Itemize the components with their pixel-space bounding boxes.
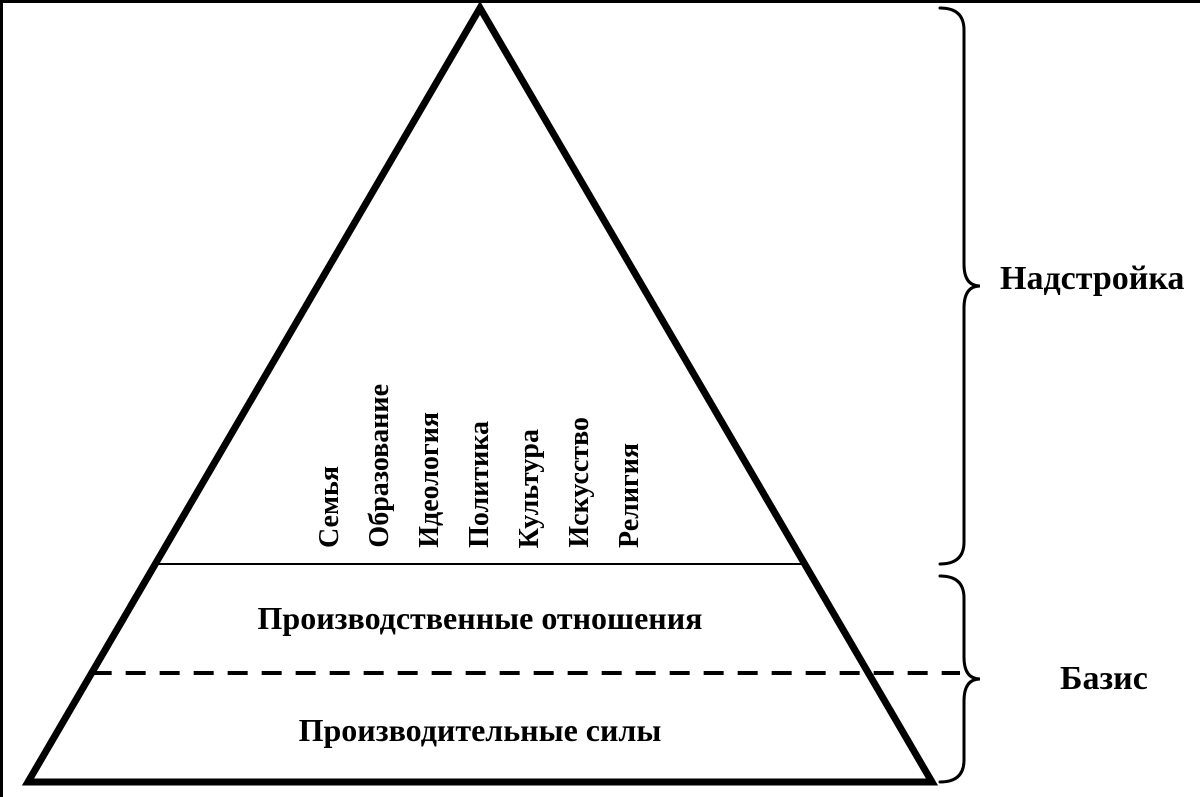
vertical-label: Религия bbox=[616, 443, 644, 548]
vertical-label: Семья bbox=[316, 466, 344, 548]
diagram-canvas: Семья Образование Идеология Политика Культур… bbox=[0, 0, 1200, 797]
vertical-label: Культура bbox=[516, 429, 544, 548]
brace-superstructure bbox=[940, 8, 980, 564]
vertical-label: Искусство bbox=[566, 417, 594, 548]
vertical-label: Образование bbox=[366, 384, 394, 548]
band-label-forces: Производительные силы bbox=[60, 712, 901, 749]
superstructure-vertical-labels: Семья Образование Идеология Политика Культур… bbox=[316, 384, 644, 548]
side-label-superstructure: Надстройка bbox=[1000, 260, 1184, 298]
vertical-label: Идеология bbox=[416, 412, 444, 548]
band-label-relations: Производственные отношения bbox=[125, 600, 835, 637]
vertical-label: Политика bbox=[466, 421, 494, 548]
side-label-base: Базис bbox=[1060, 660, 1148, 698]
brace-base bbox=[940, 576, 980, 782]
